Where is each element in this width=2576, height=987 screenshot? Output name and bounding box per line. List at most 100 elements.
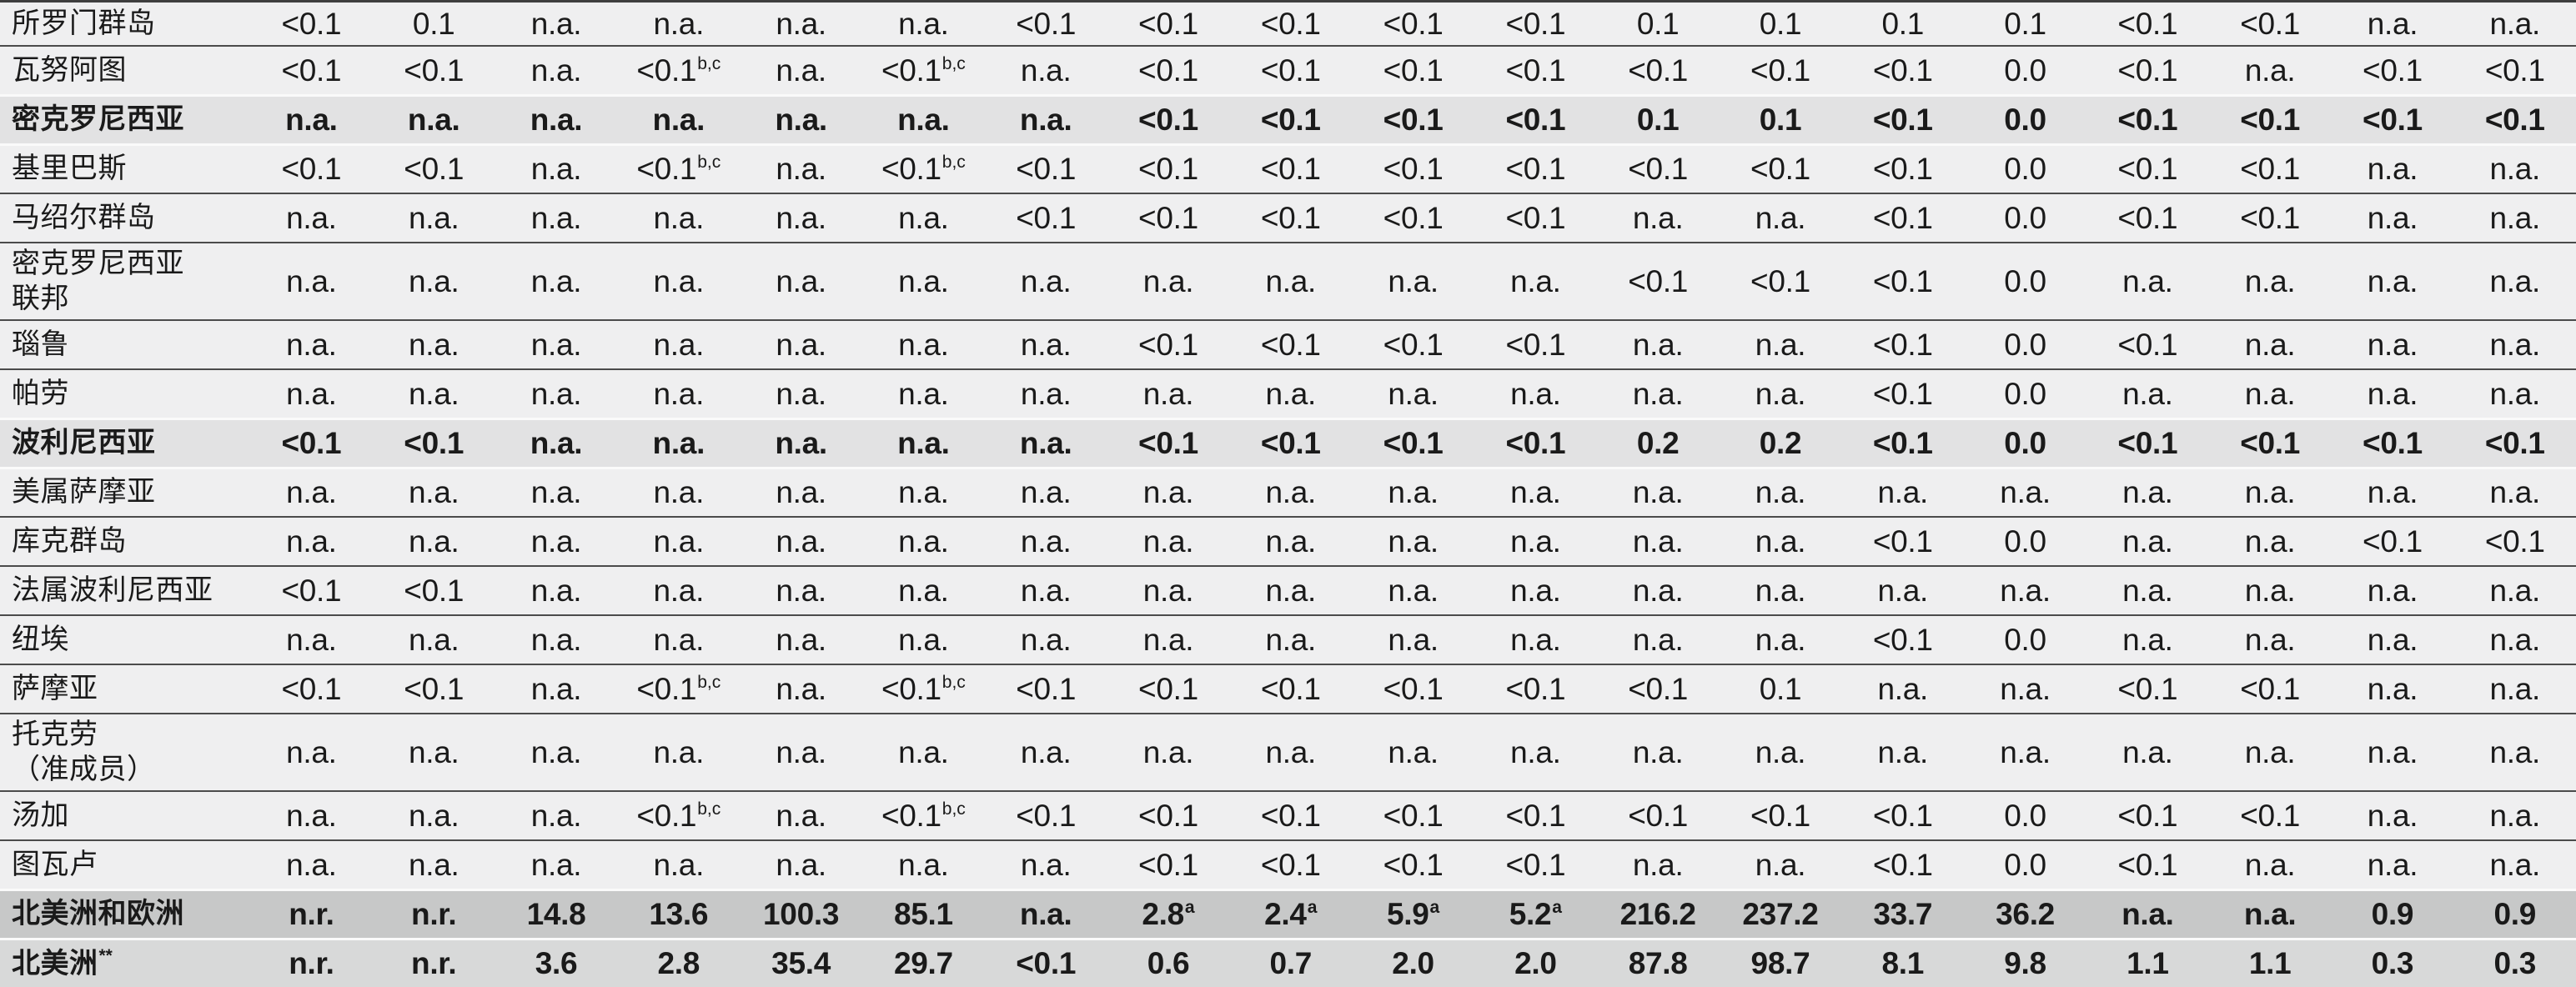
cell-value: 13.6: [649, 897, 708, 932]
value-cell: <0.1: [1474, 47, 1597, 94]
cell-value: n.a.: [286, 848, 337, 883]
cell-value: n.a.: [2368, 328, 2418, 363]
cell-value-text: <0.1: [1260, 671, 1321, 706]
value-cell: 0.9: [2453, 891, 2576, 938]
cell-value-text: n.a.: [653, 622, 705, 657]
value-cell: n.a.: [1352, 243, 1474, 319]
value-cell: n.a.: [1720, 518, 1842, 565]
value-cell: n.a.: [862, 518, 985, 565]
value-cell: <0.1: [1229, 420, 1352, 467]
value-cell: n.a.: [1229, 714, 1352, 790]
cell-value-text: n.a.: [408, 524, 459, 559]
cell-value-text: n.a.: [2244, 475, 2296, 509]
cell-value-text: n.a.: [530, 376, 582, 411]
value-cell: <0.1: [373, 47, 495, 94]
cell-value-text: 98.7: [1750, 946, 1810, 980]
table-row: 法属波利尼西亚 <0.1 <0.1 n.a. n.a. n.a. n.a. n.a. n.a. n…: [0, 565, 2576, 614]
cell-value-text: n.a.: [898, 475, 949, 509]
cell-value: n.a.: [1878, 735, 1929, 770]
cell-value-text: 216.2: [1619, 897, 1696, 931]
value-cell: n.a.: [740, 420, 862, 467]
cell-value: <0.1: [1873, 426, 1933, 461]
cell-value: n.a.: [2000, 735, 2051, 770]
value-cell: <0.1: [1229, 146, 1352, 193]
cell-value: n.a.: [1266, 574, 1317, 609]
cell-value: <0.1: [281, 7, 341, 42]
cell-value: 9.8: [2004, 946, 2046, 981]
value-cell: n.a.: [2453, 841, 2576, 889]
cell-value: <0.1: [1505, 426, 1565, 461]
row-label: 图瓦卢: [0, 841, 250, 889]
cell-value-text: <0.1: [404, 53, 464, 88]
value-cell: n.a.: [2209, 243, 2332, 319]
cell-value: n.a.: [2489, 848, 2540, 883]
value-cell: n.a.: [2453, 194, 2576, 242]
cell-value: <0.1: [1261, 103, 1321, 138]
row-label-line: 美属萨摩亚: [12, 476, 156, 509]
cell-value: n.a.: [1021, 475, 1072, 510]
value-cell: <0.1: [1352, 194, 1474, 242]
cell-value-text: n.a.: [653, 475, 705, 509]
cell-value-text: n.a.: [1020, 524, 1072, 559]
value-cell: n.a.: [617, 370, 740, 418]
value-cell: <0.1: [373, 420, 495, 467]
cell-value: 0.1: [1881, 7, 1924, 42]
value-cell: <0.1: [250, 146, 373, 193]
cell-value: n.a.: [1021, 264, 1072, 299]
value-cell: <0.1: [1841, 146, 1964, 193]
cell-value-text: n.a.: [2122, 263, 2173, 298]
cell-value-text: <0.1: [2240, 152, 2301, 186]
value-cell: 0.7: [1229, 940, 1352, 987]
value-cell: n.a.: [617, 841, 740, 889]
cell-value: n.a.: [1755, 623, 1806, 658]
cell-value-text: n.a.: [1020, 847, 1072, 882]
cell-value: <0.1: [2117, 7, 2177, 42]
value-cell: <0.1: [1107, 146, 1230, 193]
value-cell: n.a.: [2332, 567, 2454, 614]
cell-value: n.a.: [531, 524, 582, 559]
cell-value: n.a.: [654, 623, 705, 658]
value-cell: n.a.: [495, 47, 618, 94]
cell-value: <0.1: [1873, 201, 1933, 236]
cell-value: <0.1: [2117, 328, 2177, 363]
cell-value-text: n.a.: [530, 327, 582, 362]
value-cell: n.a.: [985, 469, 1107, 516]
cell-value-text: n.a.: [1265, 263, 1317, 298]
value-cell: n.a.: [1474, 518, 1597, 565]
footnote-marker: a: [1307, 898, 1318, 917]
cell-value-text: 2.4: [1264, 897, 1307, 931]
cell-value: n.a.: [2489, 735, 2540, 770]
cell-value-text: n.a.: [2122, 524, 2173, 559]
row-label-line: 瓦努阿图: [12, 53, 127, 86]
cell-value-text: <0.1: [1138, 327, 1198, 362]
cell-value-text: <0.1: [1016, 6, 1077, 41]
value-cell: n.a.: [495, 616, 618, 664]
cell-value: <0.1b,c: [881, 53, 966, 88]
value-cell: n.a.: [1841, 469, 1964, 516]
value-cell: n.a.: [985, 841, 1107, 889]
cell-value: n.a.: [285, 103, 338, 138]
cell-value-text: n.a.: [1755, 734, 1806, 769]
cell-value: n.a.: [776, 524, 826, 559]
cell-value: n.a.: [1510, 377, 1561, 412]
cell-value-text: <0.1: [2484, 524, 2545, 559]
cell-value-text: <0.1: [636, 671, 697, 706]
value-cell: n.a.: [1720, 714, 1842, 790]
cell-value-text: n.a.: [653, 200, 705, 235]
value-cell: n.a.: [1597, 321, 1720, 368]
cell-value: n.a.: [776, 848, 826, 883]
cell-value-text: n.a.: [653, 847, 705, 882]
table-row: 托克劳 （准成员） n.a. n.a. n.a. n.a. n.a. n.a. n.a. n.a.…: [0, 713, 2576, 790]
value-cell: n.a.: [1841, 567, 1964, 614]
cell-value-text: <0.1: [1260, 847, 1321, 882]
cell-value: <0.1: [1628, 672, 1688, 707]
value-cell: n.a.: [1229, 370, 1352, 418]
cell-value: n.a.: [1021, 574, 1072, 609]
cell-value-text: <0.1: [2240, 103, 2301, 137]
cell-value-text: n.a.: [776, 847, 826, 882]
cell-value: <0.1: [1261, 53, 1321, 88]
cell-value-text: 237.2: [1742, 897, 1819, 931]
cell-value: n.a.: [2245, 328, 2296, 363]
row-label-line: 帕劳: [12, 377, 69, 409]
cell-value-text: 0.0: [2004, 847, 2046, 882]
